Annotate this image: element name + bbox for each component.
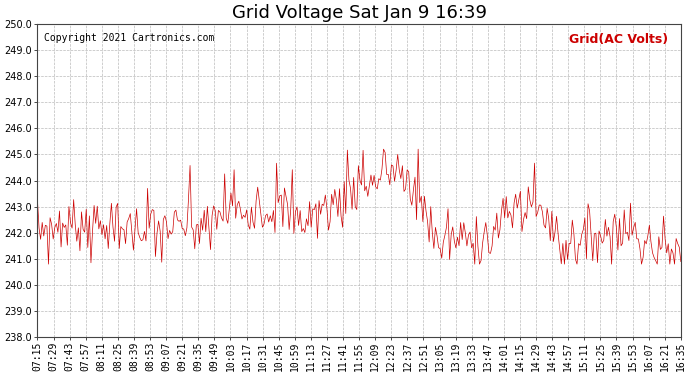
Text: Copyright 2021 Cartronics.com: Copyright 2021 Cartronics.com (44, 33, 215, 43)
Text: Grid(AC Volts): Grid(AC Volts) (569, 33, 668, 46)
Title: Grid Voltage Sat Jan 9 16:39: Grid Voltage Sat Jan 9 16:39 (232, 4, 486, 22)
